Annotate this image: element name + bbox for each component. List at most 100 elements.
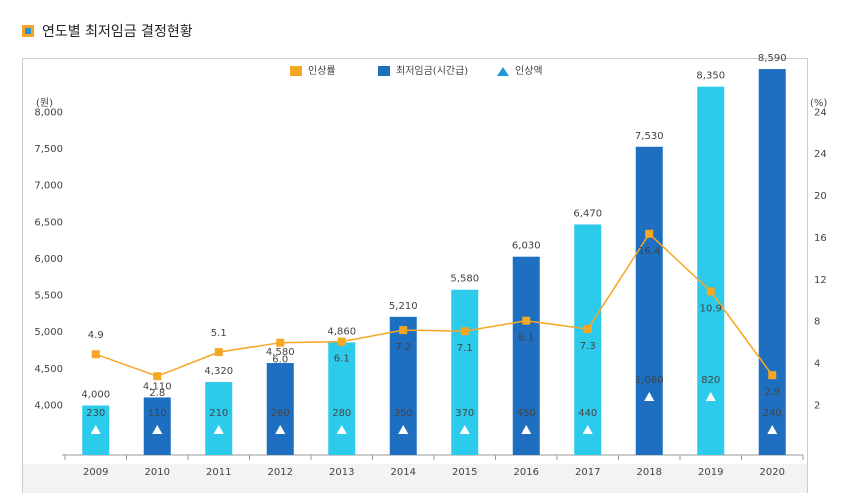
rate-label: 10.9 bbox=[700, 303, 722, 314]
y-tick-label: 6,500 bbox=[34, 217, 63, 228]
y-tick-label: 5,000 bbox=[34, 327, 63, 338]
bar bbox=[389, 316, 417, 455]
increase-label: 260 bbox=[271, 408, 290, 419]
increase-marker bbox=[152, 425, 163, 434]
rate-point bbox=[337, 337, 346, 346]
increase-label: 210 bbox=[209, 408, 228, 419]
rate-label: 6.1 bbox=[334, 354, 350, 365]
y2-tick-label: 20 bbox=[814, 191, 827, 202]
y2-tick-label: 4 bbox=[814, 359, 820, 370]
increase-label: 1,060 bbox=[635, 375, 664, 386]
legend-label: 인상률 bbox=[308, 65, 336, 77]
rate-label: 7.2 bbox=[395, 342, 411, 353]
chart-title: 연도별 최저임금 결정현황 bbox=[42, 24, 193, 40]
increase-marker bbox=[644, 392, 655, 401]
increase-label: 370 bbox=[455, 408, 474, 419]
y-tick-label: 7,000 bbox=[34, 181, 63, 192]
rate-point bbox=[522, 316, 531, 325]
rate-line bbox=[95, 232, 773, 378]
x-tick-label: 2018 bbox=[637, 467, 662, 478]
increase-marker bbox=[521, 425, 532, 434]
increase-marker bbox=[767, 425, 778, 434]
bar bbox=[512, 256, 540, 455]
y-tick-label: 6,000 bbox=[34, 254, 63, 265]
rate-point bbox=[276, 338, 285, 347]
rate-label: 8.1 bbox=[518, 333, 534, 344]
bar-value-label: 4,580 bbox=[266, 347, 295, 358]
bar-value-label: 5,210 bbox=[389, 301, 418, 312]
bar bbox=[328, 342, 356, 455]
x-tick-label: 2017 bbox=[575, 467, 600, 478]
rate-point bbox=[399, 326, 408, 335]
increase-marker bbox=[90, 425, 101, 434]
bar-value-label: 4,320 bbox=[204, 366, 233, 377]
bar-value-label: 6,470 bbox=[573, 208, 602, 219]
y2-axis-label: (%) bbox=[810, 98, 827, 109]
rate-point bbox=[460, 327, 469, 336]
bar-value-label: 6,030 bbox=[512, 241, 541, 252]
y2-tick-label: 2 bbox=[814, 401, 820, 412]
increase-marker bbox=[336, 425, 347, 434]
rate-label: 2.9 bbox=[764, 387, 780, 398]
legend-swatch bbox=[497, 67, 509, 76]
rate-point bbox=[214, 348, 223, 357]
increase-marker bbox=[213, 425, 224, 434]
x-tick-label: 2020 bbox=[760, 467, 785, 478]
bar-value-label: 5,580 bbox=[450, 274, 479, 285]
increase-label: 240 bbox=[763, 408, 782, 419]
x-tick-label: 2011 bbox=[206, 467, 231, 478]
y-tick-label: 7,500 bbox=[34, 144, 63, 155]
y-tick-label: 4,500 bbox=[34, 364, 63, 375]
increase-label: 450 bbox=[517, 408, 536, 419]
legend-swatch bbox=[378, 66, 390, 76]
rate-label: 16.4 bbox=[638, 246, 660, 257]
rate-point bbox=[153, 372, 162, 381]
y2-tick-label: 24 bbox=[814, 107, 827, 118]
y2-tick-label: 12 bbox=[814, 275, 827, 286]
y2-tick-label: 24 bbox=[814, 149, 827, 160]
x-tick-label: 2010 bbox=[145, 467, 170, 478]
x-tick-label: 2012 bbox=[268, 467, 293, 478]
rate-point bbox=[645, 229, 654, 238]
rate-label: 5.1 bbox=[211, 328, 227, 339]
bar-value-label: 8,350 bbox=[696, 71, 725, 82]
bar bbox=[635, 146, 663, 455]
y-tick-label: 8,000 bbox=[34, 107, 63, 118]
bar bbox=[266, 363, 294, 455]
y-tick-label: 4,000 bbox=[34, 401, 63, 412]
increase-label: 110 bbox=[148, 408, 167, 419]
x-tick-label: 2014 bbox=[391, 467, 416, 478]
rate-label: 6.0 bbox=[272, 355, 288, 366]
increase-label: 820 bbox=[701, 375, 720, 386]
x-tick-label: 2016 bbox=[514, 467, 539, 478]
rate-point bbox=[768, 371, 777, 380]
increase-marker bbox=[398, 425, 409, 434]
rate-point bbox=[91, 350, 100, 359]
rate-point bbox=[583, 325, 592, 334]
y2-tick-label: 8 bbox=[814, 317, 820, 328]
increase-marker bbox=[582, 425, 593, 434]
legend-label: 인상액 bbox=[515, 65, 543, 77]
bar-value-label: 4,110 bbox=[143, 381, 172, 392]
x-tick-label: 2009 bbox=[83, 467, 108, 478]
increase-marker bbox=[459, 425, 470, 434]
rate-label: 7.1 bbox=[457, 343, 473, 354]
rate-label: 7.3 bbox=[580, 341, 596, 352]
bar-value-label: 7,530 bbox=[635, 131, 664, 142]
y-axis-label: (원) bbox=[36, 97, 53, 109]
x-tick-label: 2015 bbox=[452, 467, 477, 478]
title-icon-inner bbox=[25, 28, 31, 34]
increase-marker bbox=[275, 425, 286, 434]
y2-tick-label: 16 bbox=[814, 233, 827, 244]
bar-value-label: 8,590 bbox=[758, 53, 787, 64]
increase-label: 350 bbox=[394, 408, 413, 419]
bar-value-label: 4,000 bbox=[81, 390, 110, 401]
bar bbox=[205, 382, 233, 455]
legend-swatch bbox=[290, 66, 302, 76]
rate-label: 2.8 bbox=[149, 388, 165, 399]
legend-label: 최저임금(시간급) bbox=[396, 64, 468, 77]
bar bbox=[574, 224, 602, 455]
increase-label: 280 bbox=[332, 408, 351, 419]
increase-label: 230 bbox=[86, 408, 105, 419]
